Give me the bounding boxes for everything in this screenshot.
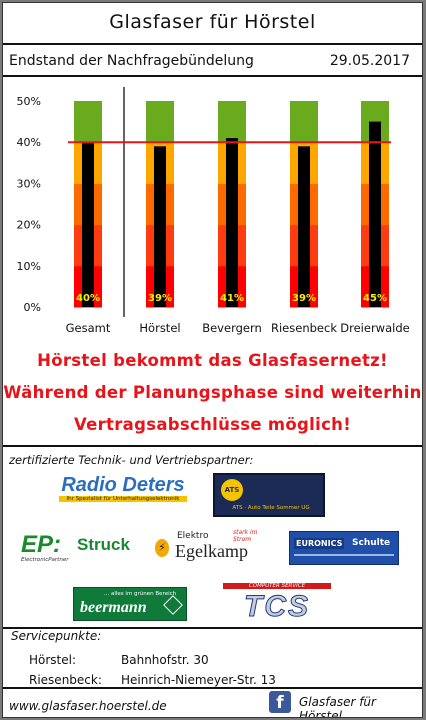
bar-hörstel — [154, 146, 166, 307]
service-address-1: Bahnhofstr. 30 — [121, 653, 209, 667]
bar-chart: 0% 10% 20% 30% 40% 50% 40% Gesamt 39% Hörstel 41% B… — [17, 87, 410, 335]
beermann-leaf-icon — [163, 595, 183, 615]
page-title: Glasfaser für Hörstel — [109, 11, 316, 33]
bar-dreierwalde — [369, 121, 381, 307]
lightning-icon: ⚡ — [155, 539, 169, 557]
egelkamp-top: Elektro — [177, 531, 209, 541]
headline-3: Vertragsabschlüsse möglich! — [73, 415, 352, 434]
egelkamp-name: Egelkamp — [175, 541, 248, 561]
ats-tagline: ATS · Auto Teile Sommer UG — [232, 505, 310, 511]
y-tick-label: 20% — [17, 219, 41, 232]
data-label: 40% — [76, 293, 100, 304]
ats-emblem: ATS — [221, 479, 243, 501]
y-tick-label: 10% — [17, 260, 41, 273]
service-place-2: Riesenbeck: — [29, 673, 102, 687]
data-label: 39% — [292, 293, 316, 304]
headline-1: Hörstel bekommt das Glasfasernetz! — [37, 351, 388, 370]
ep-name: Struck — [77, 535, 130, 554]
egelkamp-logo[interactable]: ⚡ Elektro Egelkamp stark im Strom — [153, 529, 277, 567]
divider-chart — [3, 75, 422, 77]
radio-deters-tagline: Ihr Spezialist für Unterhaltungselektron… — [59, 496, 187, 502]
y-tick-label: 50% — [17, 95, 41, 108]
ep-struck-logo[interactable]: EP: Struck ElectronicPartner — [21, 531, 139, 565]
divider-partners — [3, 445, 422, 447]
band-4 — [146, 101, 174, 143]
divider-footer — [3, 687, 422, 689]
radio-deters-logo[interactable]: Radio Deters Ihr Spezialist für Unterhal… — [59, 475, 187, 503]
chart-title: Endstand der Nachfragebündelung — [9, 53, 254, 69]
bar-riesenbeck — [298, 146, 310, 307]
service-label: Servicepunkte: — [11, 629, 102, 643]
x-tick-label: Dreierwalde — [340, 321, 409, 335]
service-place-1: Hörstel: — [29, 653, 77, 667]
data-label: 45% — [363, 293, 387, 304]
chart-date: 29.05.2017 — [329, 53, 410, 69]
y-tick-label: 0% — [24, 301, 41, 314]
y-tick-label: 40% — [17, 136, 41, 149]
radio-deters-name: Radio Deters — [61, 475, 185, 496]
ep-sub: ElectronicPartner — [21, 557, 69, 563]
band-4 — [218, 101, 246, 143]
data-label: 41% — [220, 293, 244, 304]
euronics-brand: EURONICS — [294, 538, 345, 549]
data-label: 39% — [148, 293, 172, 304]
divider-service — [3, 627, 422, 629]
facebook-page-name[interactable]: Glasfaser für Hörstel — [299, 695, 376, 718]
euronics-stripe — [294, 554, 394, 556]
ats-name: ATS — [224, 486, 240, 494]
beermann-name: beermann — [80, 599, 147, 616]
euronics-logo[interactable]: EURONICS Schulte — [289, 531, 399, 565]
beermann-logo[interactable]: ... alles im grünen Bereich beermann — [73, 587, 187, 621]
x-tick-label: Gesamt — [66, 321, 111, 335]
partners-label: zertifizierte Technik- und Vertriebspart… — [9, 453, 254, 467]
x-tick-label: Hörstel — [139, 321, 180, 335]
y-tick-label: 30% — [17, 177, 41, 190]
tcs-tagline: COMPUTER SERVICE — [223, 583, 331, 589]
bar-gesamt — [82, 142, 94, 307]
bar-bevergern — [226, 138, 238, 307]
ats-logo[interactable]: ATS ATS · Auto Teile Sommer UG — [213, 473, 325, 517]
ep-brand: EP: — [21, 531, 62, 558]
x-tick-label: Riesenbeck — [271, 321, 337, 335]
beermann-tagline: ... alles im grünen Bereich — [104, 591, 177, 597]
service-address-2: Heinrich-Niemeyer-Str. 13 — [121, 673, 276, 687]
band-4 — [290, 101, 318, 143]
website-link[interactable]: www.glasfaser.hoerstel.de — [9, 699, 167, 713]
x-tick-label: Bevergern — [202, 321, 262, 335]
tcs-name: TCS — [244, 590, 310, 624]
facebook-icon[interactable]: f — [269, 691, 291, 713]
headline-2: Während der Planungsphase sind weiterhin — [3, 383, 422, 402]
divider-top — [3, 43, 422, 45]
band-4 — [74, 101, 102, 143]
euronics-name: Schulte — [352, 538, 391, 548]
egelkamp-note: stark im Strom — [233, 529, 258, 543]
tcs-logo[interactable]: COMPUTER SERVICE TCS — [217, 583, 337, 623]
